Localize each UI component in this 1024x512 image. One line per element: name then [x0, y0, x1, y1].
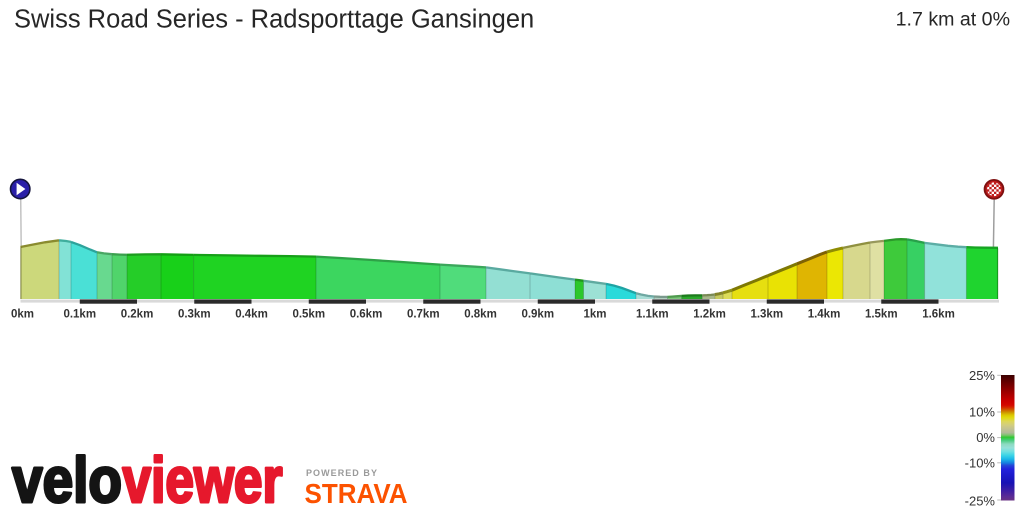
svg-text:0.3km: 0.3km — [178, 309, 211, 321]
svg-text:1.4km: 1.4km — [808, 309, 841, 321]
svg-text:0.5km: 0.5km — [292, 309, 325, 321]
svg-text:0.2km: 0.2km — [121, 309, 154, 321]
svg-text:1.7 km at 0%: 1.7 km at 0% — [896, 9, 1010, 31]
svg-text:1.2km: 1.2km — [693, 309, 726, 321]
svg-text:-25%: -25% — [965, 493, 996, 508]
svg-text:0.8km: 0.8km — [464, 309, 497, 321]
svg-text:1.1km: 1.1km — [636, 309, 669, 321]
svg-text:1.3km: 1.3km — [750, 309, 783, 321]
svg-text:-10%: -10% — [965, 455, 996, 470]
svg-text:POWERED BY: POWERED BY — [306, 468, 378, 478]
svg-text:0.7km: 0.7km — [407, 309, 440, 321]
svg-text:1km: 1km — [583, 309, 606, 321]
svg-text:0.4km: 0.4km — [235, 309, 268, 321]
svg-text:0.9km: 0.9km — [521, 309, 554, 321]
svg-text:1.5km: 1.5km — [865, 309, 898, 321]
svg-text:0km: 0km — [11, 309, 34, 321]
svg-text:STRAVA: STRAVA — [305, 478, 408, 509]
svg-text:viewer: viewer — [123, 444, 283, 512]
svg-text:velo: velo — [12, 444, 122, 512]
svg-text:1.6km: 1.6km — [922, 309, 955, 321]
svg-text:10%: 10% — [969, 405, 995, 420]
svg-text:Swiss Road Series - Radsportta: Swiss Road Series - Radsporttage Gansing… — [14, 6, 534, 34]
svg-text:0.6km: 0.6km — [350, 309, 383, 321]
svg-text:25%: 25% — [969, 368, 995, 383]
svg-text:0.1km: 0.1km — [63, 309, 96, 321]
svg-text:0%: 0% — [976, 430, 995, 445]
